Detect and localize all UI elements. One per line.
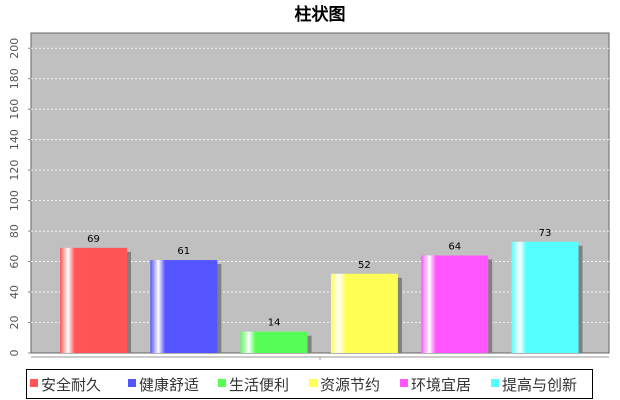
y-tick-label: 60 <box>8 255 21 269</box>
legend-swatch <box>491 379 499 387</box>
bar-2 <box>150 260 218 353</box>
legend-swatch <box>309 379 317 387</box>
bar-value-label: 14 <box>268 318 281 329</box>
y-tick-label: 140 <box>8 129 21 150</box>
legend-item-label: 资源节约 <box>320 376 380 394</box>
bar-value-label: 52 <box>358 260 371 271</box>
bar-1 <box>60 247 127 353</box>
y-tick-label: 180 <box>8 68 21 89</box>
legend-item-label: 环境宜居 <box>411 376 471 394</box>
legend-swatch <box>30 379 38 387</box>
legend-item-label: 提高与创新 <box>502 376 577 394</box>
y-tick-label: 0 <box>8 350 21 357</box>
y-tick-label: 80 <box>8 224 21 238</box>
bar-4 <box>330 273 398 353</box>
bar-value-label: 69 <box>87 234 100 245</box>
legend-swatch <box>400 379 408 387</box>
bar-3 <box>240 331 308 353</box>
legend-item-label: 安全耐久 <box>41 376 101 394</box>
y-tick-label: 40 <box>8 285 21 299</box>
bar-value-label: 61 <box>177 246 190 257</box>
legend-swatch <box>218 379 226 387</box>
y-tick-label: 20 <box>8 316 21 330</box>
bar-5 <box>421 255 489 353</box>
bar-value-label: 73 <box>539 228 552 239</box>
legend-item-label: 健康舒适 <box>139 376 199 394</box>
legend-item-label: 生活便利 <box>229 376 289 394</box>
y-tick-label: 160 <box>8 99 21 120</box>
bar-value-label: 64 <box>448 241 461 252</box>
y-tick-label: 120 <box>8 160 21 181</box>
chart-title: 柱状图 <box>295 4 346 25</box>
bar-6 <box>511 241 579 353</box>
y-tick-label: 200 <box>8 38 21 59</box>
y-tick-label: 100 <box>8 190 21 211</box>
legend-swatch <box>128 379 136 387</box>
